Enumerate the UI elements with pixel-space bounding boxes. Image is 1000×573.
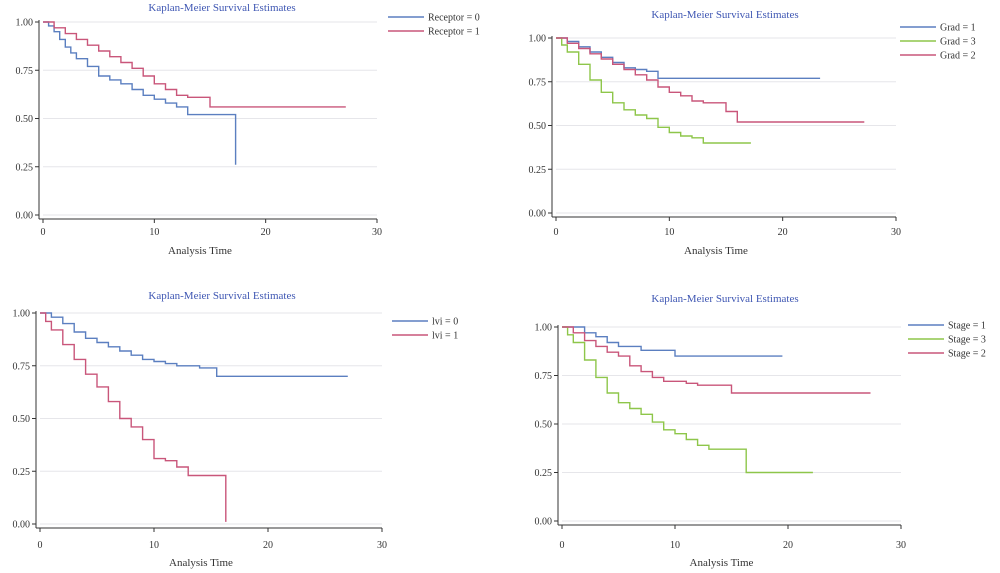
legend-label: Grad = 3 (940, 37, 976, 48)
chart-title: Kaplan-Meier Survival Estimates (148, 290, 295, 302)
y-tick-label: 1.00 (535, 323, 553, 334)
y-tick-label: 1.00 (16, 18, 34, 29)
x-axis-label: Analysis Time (168, 245, 232, 257)
x-tick-label: 10 (149, 540, 159, 551)
y-tick-label: 0.75 (535, 371, 553, 382)
y-tick-label: 0.25 (529, 165, 547, 176)
y-tick-label: 0.75 (529, 77, 547, 88)
y-tick-label: 0.25 (16, 162, 34, 173)
y-tick-label: 0.25 (13, 467, 31, 478)
chart-title: Kaplan-Meier Survival Estimates (651, 9, 798, 21)
legend-label: lvi = 0 (432, 317, 458, 328)
survival-curve-3 (562, 326, 871, 394)
y-tick-label: 0.50 (16, 114, 34, 125)
legend-label: Stage = 3 (948, 335, 986, 346)
y-tick-label: 0.00 (529, 209, 547, 220)
x-tick-label: 30 (372, 227, 382, 238)
x-tick-label: 10 (670, 540, 680, 551)
survival-curve-1 (40, 312, 348, 377)
y-tick-label: 0.00 (16, 211, 34, 222)
x-tick-label: 20 (778, 227, 788, 238)
y-tick-label: 0.50 (535, 420, 553, 431)
legend-label: Grad = 2 (940, 51, 976, 62)
x-tick-label: 30 (896, 540, 906, 551)
chart-title: Kaplan-Meier Survival Estimates (651, 293, 798, 305)
x-tick-label: 30 (377, 540, 387, 551)
y-tick-label: 1.00 (529, 34, 547, 45)
km-chart-3: 0.00 0.25 0.50 0.75 1.00 0 10 20 30 Kaplan-Meier … (13, 290, 459, 569)
y-tick-label: 0.75 (16, 66, 34, 77)
x-tick-label: 20 (261, 227, 271, 238)
x-axis-label: Analysis Time (684, 245, 748, 257)
y-tick-label: 0.50 (529, 121, 547, 132)
y-tick-label: 0.75 (13, 361, 31, 372)
survival-curve-3 (556, 37, 865, 123)
survival-curve-1 (562, 326, 783, 357)
legend-label: Stage = 2 (948, 349, 986, 360)
km-chart-1: 0.00 0.25 0.50 0.75 1.00 0 10 20 30 Kaplan-Meier … (16, 2, 480, 257)
x-tick-label: 0 (41, 227, 46, 238)
survival-curve-1 (43, 21, 237, 165)
legend-label: lvi = 1 (432, 331, 458, 342)
x-tick-label: 20 (783, 540, 793, 551)
y-tick-label: 0.25 (535, 468, 553, 479)
x-tick-label: 30 (891, 227, 901, 238)
chart-title: Kaplan-Meier Survival Estimates (148, 2, 295, 14)
survival-curve-2 (562, 326, 813, 474)
legend-label: Stage = 1 (948, 321, 986, 332)
x-tick-label: 0 (560, 540, 565, 551)
survival-curve-2 (556, 37, 751, 144)
x-tick-label: 0 (554, 227, 559, 238)
km-chart-2: 0.00 0.25 0.50 0.75 1.00 0 10 20 30 Kaplan-Meier … (529, 9, 976, 257)
y-tick-label: 0.50 (13, 414, 31, 425)
legend-label: Receptor = 1 (428, 27, 480, 38)
x-tick-label: 10 (664, 227, 674, 238)
x-axis-label: Analysis Time (169, 557, 233, 569)
x-axis-label: Analysis Time (690, 557, 754, 569)
y-tick-label: 1.00 (13, 309, 31, 320)
survival-curve-2 (40, 312, 227, 522)
km-chart-4: 0.00 0.25 0.50 0.75 1.00 0 10 20 30 Kaplan-Meier … (535, 293, 986, 569)
legend-label: Receptor = 0 (428, 13, 480, 24)
x-tick-label: 0 (38, 540, 43, 551)
y-tick-label: 0.00 (535, 517, 553, 528)
x-tick-label: 10 (149, 227, 159, 238)
y-tick-label: 0.00 (13, 520, 31, 531)
legend-label: Grad = 1 (940, 23, 976, 34)
x-tick-label: 20 (263, 540, 273, 551)
survival-curve-1 (556, 37, 821, 79)
survival-curve-2 (43, 21, 346, 108)
